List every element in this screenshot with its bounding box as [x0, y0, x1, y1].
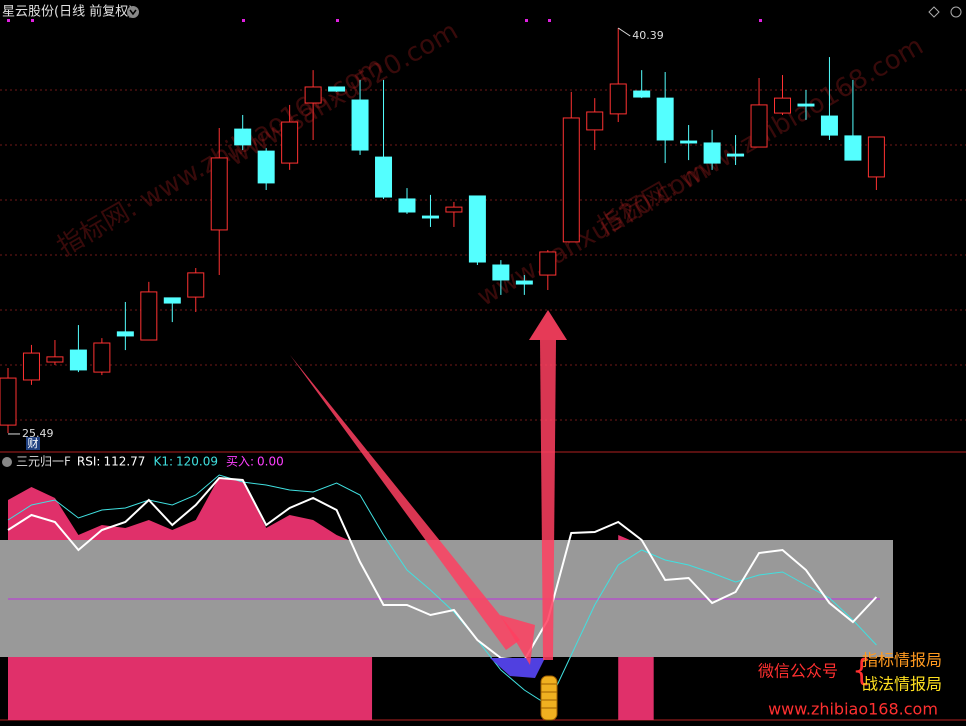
legend-value: 0.00 — [257, 455, 284, 469]
candle-body — [351, 99, 369, 151]
candle-body — [69, 349, 87, 371]
candle-body — [492, 264, 510, 281]
indicator-menu-icon[interactable] — [2, 457, 12, 467]
min-price-label: 25.49 — [22, 427, 54, 440]
dropdown-icon[interactable] — [127, 6, 139, 18]
footer: 微信公众号 { 指标情报局 战法情报局 www.zhibiao168.com — [758, 651, 942, 719]
candle-body — [210, 157, 228, 231]
coin-stack — [540, 675, 558, 721]
legend-name: RSI: — [77, 455, 101, 469]
marker-box — [26, 437, 40, 450]
account-2: 战法情报局 — [862, 675, 942, 694]
low-zone-fill — [490, 658, 545, 678]
candle-body — [398, 198, 416, 213]
candle-body — [680, 140, 698, 144]
candle-body — [703, 142, 721, 164]
indicator-line — [7, 476, 878, 662]
legend-name: 买入: — [226, 455, 254, 469]
candle-body — [328, 86, 346, 92]
candle-body — [750, 104, 768, 148]
candle-body — [609, 83, 627, 115]
candle-body — [234, 128, 252, 146]
marker-text: 财 — [28, 436, 39, 450]
candle-body — [656, 97, 674, 141]
candle-body — [633, 90, 651, 98]
candle-body — [257, 150, 275, 184]
price-panel: 40.39 25.49财 — [0, 27, 966, 450]
candle-body — [844, 135, 862, 161]
arrow-vertical — [540, 340, 556, 660]
arrow-diagonal — [290, 355, 520, 650]
max-pointer — [617, 27, 631, 37]
legend-value: 120.09 — [176, 455, 218, 469]
candle-body — [727, 153, 745, 157]
candle-body — [820, 115, 838, 136]
signal-dots — [7, 19, 762, 22]
candle-body — [163, 297, 181, 304]
indicator-title: 三元归一F — [16, 455, 71, 469]
wechat-label: 微信公众号 — [758, 662, 838, 681]
candle-body — [867, 136, 885, 178]
candle-body — [539, 251, 557, 276]
candle-body — [421, 215, 439, 219]
account-1: 指标情报局 — [862, 651, 942, 670]
candle-body — [515, 280, 533, 285]
dropdown-arrow — [129, 9, 137, 16]
candle-body — [774, 97, 792, 114]
legend-value: 112.77 — [103, 455, 145, 469]
legend-name: K1: — [153, 455, 173, 469]
diamond-icon[interactable] — [928, 6, 940, 18]
candle-body — [304, 86, 322, 104]
candle-body — [797, 103, 815, 107]
arrow-diagonal-head — [500, 615, 535, 665]
circle-icon[interactable] — [950, 6, 962, 18]
arrow-vertical-head — [529, 310, 567, 340]
max-price-label: 40.39 — [632, 29, 664, 42]
candle-body — [562, 117, 580, 243]
brace: { — [852, 654, 871, 689]
site-url: www.zhibiao168.com — [768, 700, 938, 719]
candle-body — [468, 195, 486, 263]
candle-body — [140, 291, 158, 341]
candle-body — [46, 356, 64, 363]
candle-body — [445, 206, 463, 213]
candle-body — [22, 352, 40, 381]
candle-body — [0, 377, 17, 426]
candle-body — [116, 331, 134, 337]
candle-body — [586, 111, 604, 131]
candle-body — [187, 272, 205, 298]
chart-title: 星云股份(日线 前复权) — [2, 4, 133, 20]
candle-body — [281, 121, 299, 164]
candle-body — [93, 342, 111, 373]
candle-body — [375, 156, 393, 198]
indicator-header: 三元归一F RSI: 112.77 K1: 120.09 买入: 0.00 — [16, 455, 284, 469]
indicator-line — [7, 474, 877, 706]
